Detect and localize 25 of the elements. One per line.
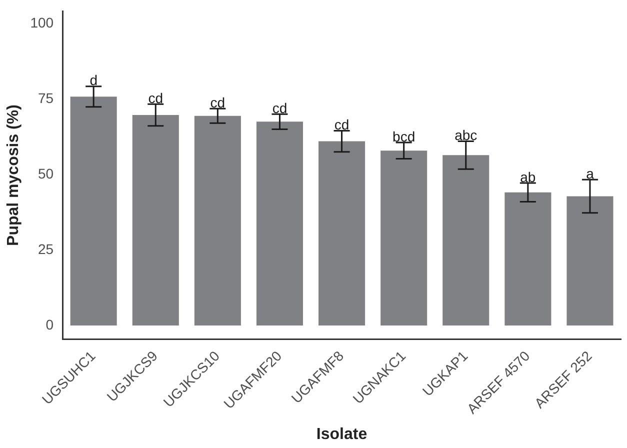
y-tick-label: 0 xyxy=(46,316,54,332)
bar xyxy=(504,192,552,326)
y-tick-label: 100 xyxy=(30,14,54,30)
annotation: bcd xyxy=(392,128,416,144)
annotation: d xyxy=(90,72,98,88)
bar xyxy=(132,115,179,326)
annotation: abc xyxy=(454,127,478,144)
bar xyxy=(318,141,366,326)
bar xyxy=(380,150,428,326)
annotation: a xyxy=(586,166,594,182)
bar xyxy=(566,196,614,326)
y-axis-title: Pupal mycosis (%) xyxy=(5,104,22,246)
y-tick-label: 25 xyxy=(38,240,54,257)
annotation: ab xyxy=(520,168,536,185)
y-tick-label: 50 xyxy=(38,165,54,182)
bar xyxy=(442,155,490,326)
annotation: cd xyxy=(334,116,350,133)
bar xyxy=(256,122,303,326)
annotation: cd xyxy=(272,100,288,116)
y-tick-label: 75 xyxy=(38,90,54,106)
annotation: cd xyxy=(210,94,226,111)
bar xyxy=(70,96,117,326)
bar xyxy=(194,116,241,326)
x-axis-title: Isolate xyxy=(316,426,368,443)
annotation: cd xyxy=(148,90,164,106)
